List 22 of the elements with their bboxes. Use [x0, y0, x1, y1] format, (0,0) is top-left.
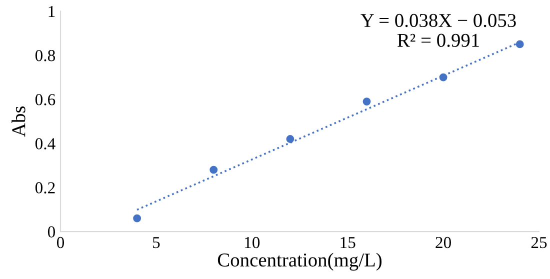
point	[286, 135, 294, 143]
x-tick-label: 5	[153, 237, 160, 248]
point	[439, 73, 448, 82]
x-tick-label: 20	[436, 236, 451, 248]
x-tick-label: 0	[56, 236, 64, 248]
x-tick-label: 25	[531, 236, 547, 248]
point	[516, 40, 524, 48]
y-tick-label: 0.2	[35, 182, 55, 194]
y-tick-label: 0.4	[35, 138, 56, 150]
y-tick-label: 1	[48, 6, 55, 17]
x-tick-label: 10	[245, 236, 260, 248]
y-axis-title: Abs	[12, 106, 26, 137]
x-axis-title: Concentration(mg/L)	[218, 252, 382, 271]
y-tick-label: 0	[48, 226, 56, 238]
annotation: Y = 0.038X − 0.053	[360, 14, 516, 28]
point	[210, 166, 218, 174]
y-tick-label: 0.6	[35, 94, 56, 106]
annotation: R² = 0.991	[397, 34, 479, 47]
x-tick-label: 15	[340, 236, 356, 248]
point	[133, 214, 142, 222]
y-tick-label: 0.8	[35, 50, 56, 62]
point	[362, 98, 371, 106]
